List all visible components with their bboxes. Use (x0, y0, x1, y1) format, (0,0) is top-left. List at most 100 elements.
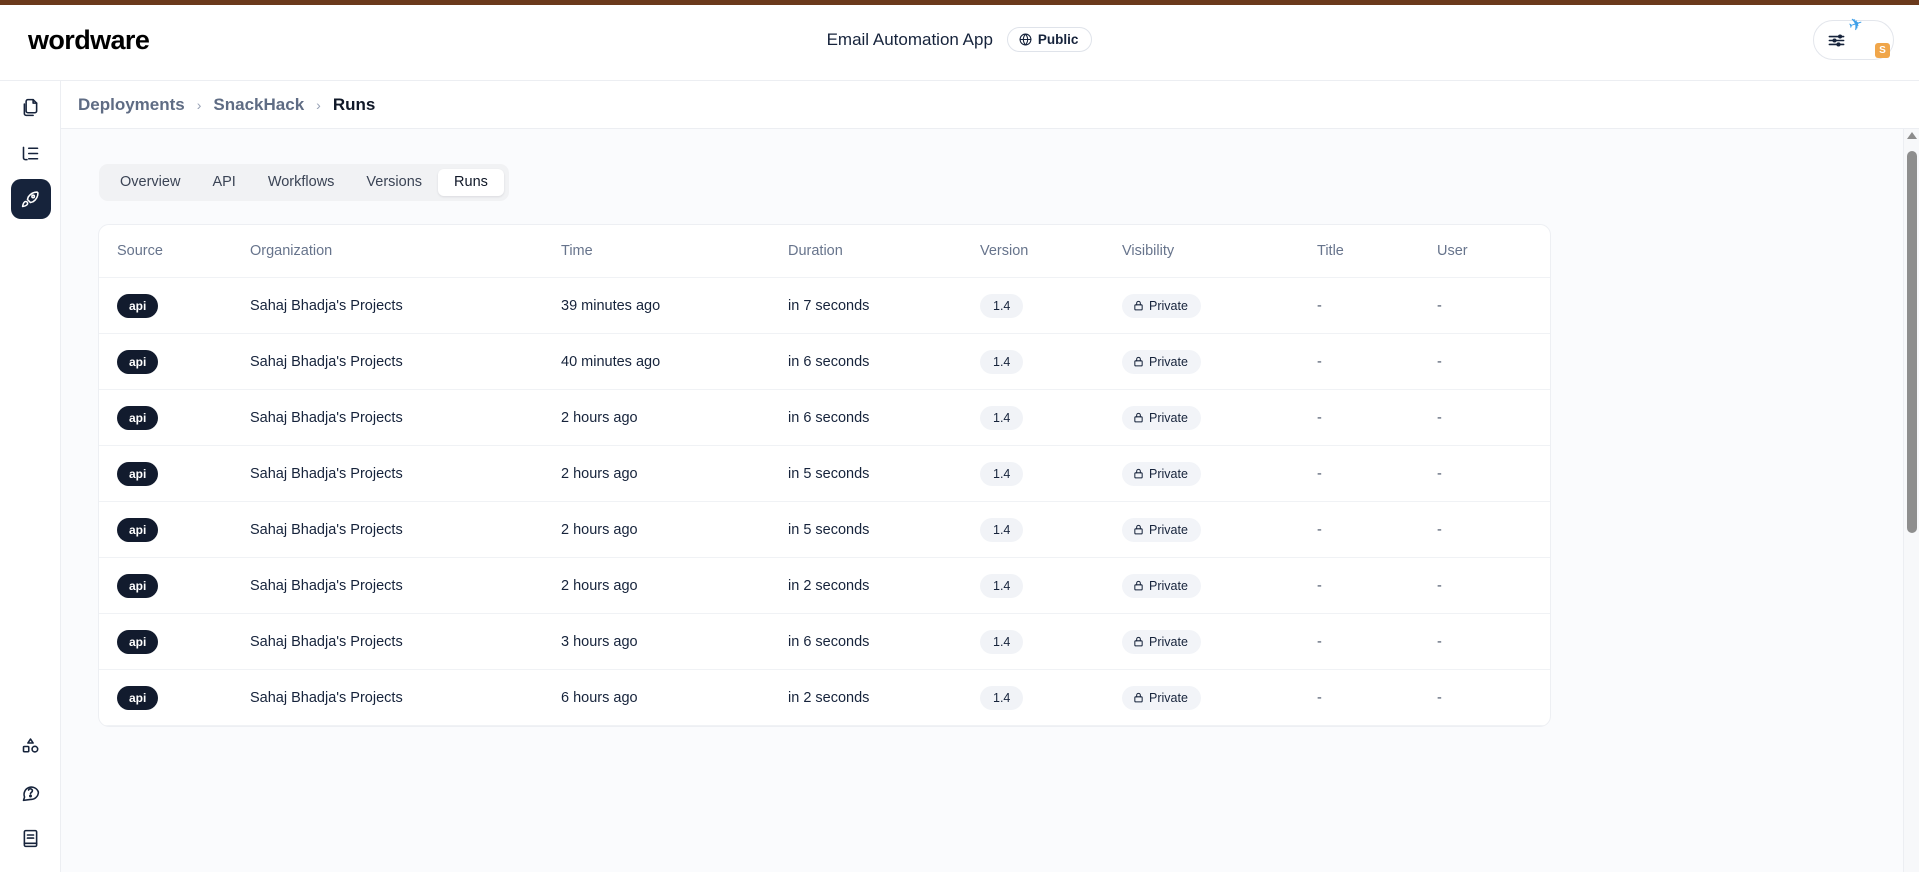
table-row[interactable]: api Sahaj Bhadja's Projects 6 hours ago in … (99, 670, 1550, 726)
cell-organization: Sahaj Bhadja's Projects (250, 689, 403, 706)
table-row[interactable]: api Sahaj Bhadja's Projects 2 hours ago in … (99, 446, 1550, 502)
column-header-visibility: Visibility (1122, 243, 1175, 259)
left-sidebar (0, 81, 61, 872)
cell-user: - (1437, 521, 1442, 538)
sidebar-item-docs[interactable] (11, 818, 51, 858)
cell-duration: in 6 seconds (788, 353, 870, 370)
lock-icon (1133, 636, 1144, 647)
cell-visibility: Private (1122, 573, 1317, 598)
visibility-label: Private (1149, 466, 1188, 481)
breadcrumb-item-runs: Runs (332, 94, 376, 114)
table-row[interactable]: api Sahaj Bhadja's Projects 2 hours ago in … (99, 502, 1550, 558)
lock-icon (1133, 412, 1144, 423)
source-badge: api (117, 293, 159, 318)
sidebar-top-group (0, 81, 61, 225)
cell-user: - (1437, 297, 1442, 314)
avatar[interactable]: S (1856, 25, 1890, 58)
breadcrumb-separator: › (316, 96, 321, 113)
version-badge: 1.4 (980, 685, 1024, 710)
cell-organization: Sahaj Bhadja's Projects (250, 577, 403, 594)
cell-duration: in 7 seconds (788, 297, 870, 314)
visibility-badge-label: Public (1037, 32, 1079, 47)
sidebar-item-help[interactable] (11, 772, 51, 812)
cell-user: - (1437, 689, 1442, 706)
visibility-badge: Private (1122, 405, 1201, 430)
version-badge: 1.4 (980, 293, 1024, 318)
version-badge: 1.4 (980, 349, 1024, 374)
main-content: Overview API Workflows Versions Runs Sou… (61, 129, 1919, 872)
cell-organization: Sahaj Bhadja's Projects (250, 633, 403, 650)
table-row[interactable]: api Sahaj Bhadja's Projects 2 hours ago in … (99, 390, 1550, 446)
cell-time: 39 minutes ago (561, 297, 661, 314)
cell-organization: Sahaj Bhadja's Projects (250, 297, 403, 314)
visibility-badge: Private (1122, 349, 1201, 374)
cell-version: 1.4 (980, 573, 1122, 598)
cell-version: 1.4 (980, 405, 1122, 430)
column-header-source: Source (117, 243, 163, 259)
table-body: api Sahaj Bhadja's Projects 39 minutes ago… (99, 278, 1550, 726)
breadcrumb-item-deployments[interactable]: Deployments (78, 94, 185, 114)
cell-source: api (117, 629, 250, 654)
cell-source: api (117, 349, 250, 374)
cell-time: 6 hours ago (561, 689, 638, 706)
wordware-logo[interactable]: wordware (28, 25, 150, 55)
visibility-badge: Private (1122, 461, 1201, 486)
visibility-badge[interactable]: Public (1006, 27, 1093, 52)
sidebar-item-workflows[interactable] (11, 133, 51, 173)
table-row[interactable]: api Sahaj Bhadja's Projects 39 minutes ago… (99, 278, 1550, 334)
lock-icon (1133, 580, 1144, 591)
sidebar-item-components[interactable] (11, 726, 51, 766)
sidebar-item-documents[interactable] (11, 87, 51, 127)
sliders-icon[interactable] (1827, 31, 1846, 50)
cell-time: 2 hours ago (561, 577, 638, 594)
version-badge: 1.4 (980, 629, 1024, 654)
cell-title: - (1317, 633, 1322, 650)
table-row[interactable]: api Sahaj Bhadja's Projects 40 minutes ago… (99, 334, 1550, 390)
cell-visibility: Private (1122, 349, 1317, 374)
cell-organization: Sahaj Bhadja's Projects (250, 465, 403, 482)
cell-title: - (1317, 409, 1322, 426)
cell-title: - (1317, 465, 1322, 482)
visibility-label: Private (1149, 410, 1188, 425)
source-badge: api (117, 517, 159, 542)
cell-organization: Sahaj Bhadja's Projects (250, 409, 403, 426)
scroll-up-arrow-icon[interactable] (1906, 132, 1917, 139)
scrollbar-thumb[interactable] (1907, 151, 1917, 533)
tab-workflows[interactable]: Workflows (267, 174, 335, 190)
cell-duration: in 2 seconds (788, 577, 870, 594)
cell-time: 2 hours ago (561, 465, 638, 482)
sidebar-bottom-group (0, 720, 61, 864)
cell-version: 1.4 (980, 629, 1122, 654)
column-header-duration: Duration (788, 243, 843, 259)
visibility-badge: Private (1122, 629, 1201, 654)
source-badge: api (117, 461, 159, 486)
cell-user: - (1437, 633, 1442, 650)
sidebar-item-deployments[interactable] (10, 179, 51, 219)
visibility-label: Private (1149, 578, 1188, 593)
cell-source: api (117, 461, 250, 486)
source-badge: api (117, 405, 159, 430)
cell-user: - (1437, 465, 1442, 482)
cell-user: - (1437, 353, 1442, 370)
globe-icon (1019, 33, 1032, 46)
cell-time: 2 hours ago (561, 409, 638, 426)
table-row[interactable]: api Sahaj Bhadja's Projects 3 hours ago in … (99, 614, 1550, 670)
tab-api[interactable]: API (212, 174, 236, 190)
tab-overview[interactable]: Overview (120, 174, 181, 190)
cell-duration: in 5 seconds (788, 521, 870, 538)
tab-runs[interactable]: Runs (438, 169, 504, 196)
table-row[interactable]: api Sahaj Bhadja's Projects 2 hours ago in … (99, 558, 1550, 614)
version-badge: 1.4 (980, 517, 1024, 542)
cell-version: 1.4 (980, 349, 1122, 374)
tab-versions[interactable]: Versions (366, 174, 423, 190)
visibility-badge: Private (1122, 293, 1201, 318)
version-badge: 1.4 (980, 573, 1024, 598)
vertical-scrollbar[interactable] (1903, 129, 1919, 872)
runs-table: Source Organization Time Duration Versio… (98, 224, 1551, 727)
breadcrumb-separator: › (196, 96, 202, 113)
cell-visibility: Private (1122, 461, 1317, 486)
cell-time: 40 minutes ago (561, 353, 661, 370)
cell-source: api (117, 405, 250, 430)
breadcrumb-item-snackhack[interactable]: SnackHack (213, 94, 305, 114)
page-title: Email Automation App (826, 29, 993, 49)
